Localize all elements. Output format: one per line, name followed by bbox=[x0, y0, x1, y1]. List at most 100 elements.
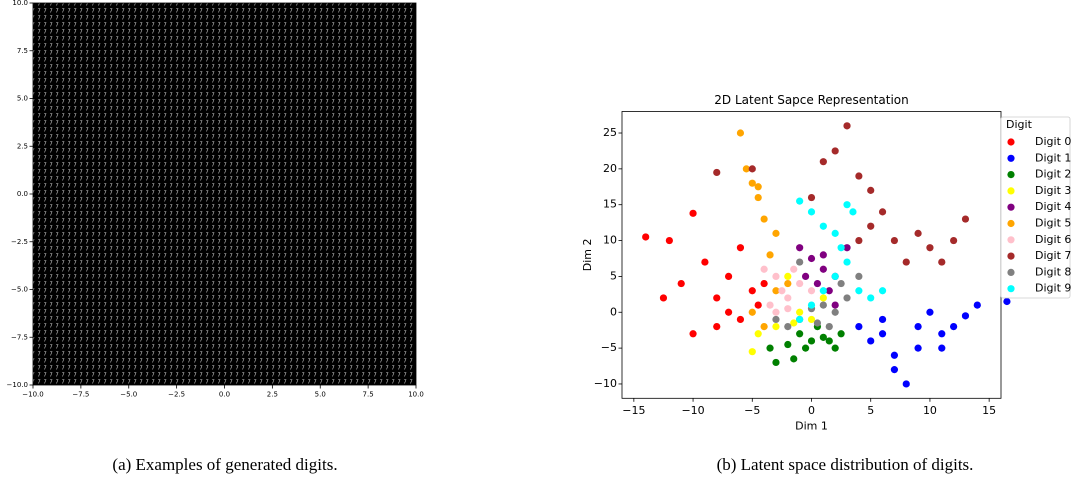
point bbox=[849, 208, 857, 216]
legend-label: Digit 9 bbox=[1035, 282, 1071, 295]
legend-marker bbox=[1007, 187, 1015, 195]
point bbox=[736, 129, 745, 137]
point bbox=[754, 301, 762, 309]
point bbox=[837, 279, 845, 288]
point bbox=[766, 251, 774, 259]
x-tick-label: −2.5 bbox=[168, 391, 185, 399]
point bbox=[807, 337, 816, 345]
x-tick-label: −10.0 bbox=[22, 391, 43, 399]
point bbox=[926, 308, 934, 316]
point bbox=[772, 272, 780, 281]
point bbox=[819, 265, 827, 273]
point bbox=[819, 301, 827, 309]
chart-title: 2D Latent Sapce Representation bbox=[714, 93, 908, 107]
legend-marker bbox=[1007, 138, 1015, 146]
point bbox=[665, 236, 673, 245]
point bbox=[742, 165, 750, 173]
y-tick-label: 15 bbox=[603, 198, 617, 211]
point bbox=[825, 323, 833, 331]
y-axis-label: Dim 2 bbox=[581, 239, 594, 272]
point bbox=[855, 236, 863, 245]
x-tick-label: 5 bbox=[867, 404, 874, 417]
point bbox=[1003, 297, 1011, 306]
point bbox=[754, 330, 762, 338]
point bbox=[713, 323, 721, 331]
x-tick-label: 0.0 bbox=[219, 391, 230, 399]
point bbox=[825, 337, 833, 345]
legend-label: Digit 8 bbox=[1035, 265, 1071, 278]
point bbox=[950, 323, 958, 331]
y-tick-label: 0 bbox=[610, 305, 617, 318]
point bbox=[772, 308, 780, 316]
point bbox=[831, 301, 839, 309]
y-tick-label: −2.5 bbox=[11, 238, 28, 246]
point bbox=[855, 287, 863, 295]
legend-marker bbox=[1007, 236, 1015, 244]
point bbox=[760, 215, 768, 223]
point bbox=[831, 272, 839, 281]
legend-title: Digit bbox=[1006, 118, 1033, 131]
point bbox=[819, 287, 827, 295]
point bbox=[819, 222, 827, 230]
point bbox=[855, 172, 863, 180]
x-tick-label: 15 bbox=[982, 404, 996, 417]
point bbox=[689, 209, 697, 217]
y-tick-label: 10.0 bbox=[12, 0, 28, 7]
point bbox=[748, 308, 756, 316]
point bbox=[837, 330, 845, 338]
point bbox=[914, 229, 922, 237]
point bbox=[890, 351, 899, 359]
legend-label: Digit 2 bbox=[1035, 168, 1071, 181]
legend-label: Digit 1 bbox=[1035, 151, 1071, 164]
point bbox=[796, 197, 804, 205]
point bbox=[831, 229, 839, 237]
y-tick-label: 2.5 bbox=[17, 142, 28, 150]
legend-marker bbox=[1007, 203, 1015, 211]
x-tick-label: 7.5 bbox=[363, 391, 374, 399]
x-tick-label: −10 bbox=[681, 404, 704, 417]
point bbox=[926, 244, 934, 252]
point bbox=[784, 340, 792, 349]
point bbox=[790, 265, 798, 273]
point bbox=[713, 168, 721, 177]
point bbox=[819, 294, 827, 302]
point bbox=[784, 305, 792, 313]
x-tick-label: 10.0 bbox=[408, 391, 424, 399]
point bbox=[772, 358, 780, 367]
point bbox=[807, 208, 816, 216]
y-tick-label: 5.0 bbox=[17, 95, 28, 103]
y-tick-label: 20 bbox=[603, 162, 617, 175]
point bbox=[796, 330, 804, 338]
x-tick-label: −7.5 bbox=[72, 391, 89, 399]
legend-marker bbox=[1007, 171, 1015, 179]
point bbox=[914, 344, 922, 352]
legend-marker bbox=[1007, 285, 1015, 293]
x-tick-label: 2.5 bbox=[267, 391, 278, 399]
point bbox=[796, 244, 804, 252]
point bbox=[724, 308, 733, 316]
point bbox=[754, 183, 762, 191]
y-tick-label: −7.5 bbox=[11, 333, 28, 341]
caption: (b) Latent space distribution of digits. bbox=[717, 455, 974, 474]
point bbox=[796, 315, 804, 324]
point bbox=[867, 337, 875, 345]
point bbox=[819, 251, 827, 259]
point bbox=[938, 344, 946, 352]
point bbox=[843, 244, 851, 252]
point bbox=[748, 348, 756, 356]
point bbox=[961, 312, 970, 320]
point bbox=[642, 233, 650, 241]
point bbox=[902, 258, 910, 266]
point bbox=[796, 308, 804, 316]
point bbox=[819, 158, 827, 166]
point bbox=[902, 380, 910, 388]
legend-label: Digit 7 bbox=[1035, 249, 1071, 262]
point bbox=[878, 330, 887, 338]
y-tick-label: 0.0 bbox=[17, 190, 28, 198]
point bbox=[801, 344, 810, 352]
point bbox=[961, 215, 970, 223]
point bbox=[796, 258, 804, 266]
point bbox=[766, 301, 774, 309]
point bbox=[772, 229, 780, 237]
x-tick-label: 10 bbox=[923, 404, 937, 417]
